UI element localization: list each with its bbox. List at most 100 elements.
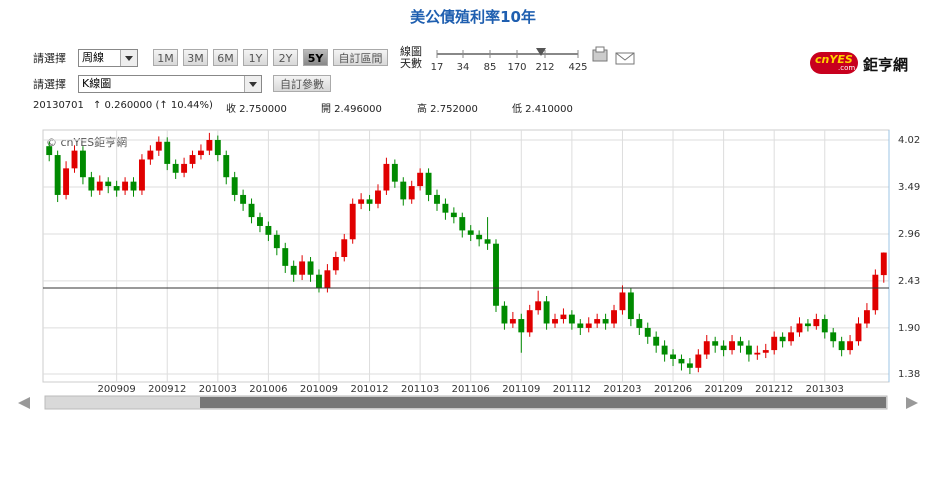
candle-body [358, 199, 365, 204]
candle-body [172, 163, 179, 173]
candle-body [686, 363, 693, 368]
candle-body [518, 319, 525, 333]
candle-body [476, 234, 483, 240]
candle-body [568, 314, 575, 324]
candle-body [847, 341, 854, 351]
slider-ticks: 17 34 85 170 212 425 [431, 50, 588, 73]
slider-label: 線圖 天數 [400, 46, 422, 70]
candle-body [198, 150, 204, 156]
scrollbar[interactable] [18, 395, 918, 410]
mail-icon[interactable] [615, 52, 635, 65]
candle-body [737, 341, 744, 346]
candle-body [627, 292, 634, 320]
candle-body [366, 199, 373, 204]
candle-body [661, 345, 668, 355]
candle-body [526, 310, 533, 333]
slider-tick-label: 34 [457, 62, 470, 73]
slider-label-line: 線圖 [400, 45, 422, 58]
scroll-handle[interactable] [200, 397, 886, 408]
days-slider[interactable]: 17 34 85 170 212 425 [425, 44, 590, 76]
chart-select[interactable]: K線圖 [78, 75, 262, 93]
period-select-text: 周線 [82, 51, 104, 64]
candle-body [223, 155, 230, 178]
candle-body [181, 163, 188, 173]
candle-body [501, 305, 508, 324]
candle-body [670, 354, 676, 359]
candle-body [535, 301, 542, 311]
range-button[interactable]: 1Y [243, 49, 268, 66]
candle-body [552, 319, 558, 324]
candle-body [63, 168, 70, 195]
watermark: © cnYES鉅亨網 [46, 135, 127, 149]
candle-body [838, 341, 845, 351]
x-tick-label: 201106 [452, 384, 490, 395]
candle-body [434, 194, 440, 204]
candle-body [341, 239, 348, 257]
candle-body [248, 203, 255, 218]
range-button[interactable]: 2Y [273, 49, 298, 66]
candle-body [442, 203, 449, 213]
range-button[interactable]: 1M [153, 49, 178, 66]
candle-body [214, 139, 221, 156]
candle-body [130, 181, 137, 191]
candle-body [400, 181, 407, 200]
candle-body [543, 301, 550, 324]
x-tick-label: 201109 [502, 384, 540, 395]
range-button[interactable]: 3M [183, 49, 208, 66]
info-change: ↑ 0.260000 (↑ 10.44%) [93, 100, 213, 111]
candle-body [467, 230, 474, 235]
info-low: 低 2.410000 [512, 104, 573, 115]
candle-body [290, 265, 297, 275]
y-tick-label: 1.38 [898, 369, 920, 380]
candle-body [46, 146, 53, 156]
candle-body [425, 172, 432, 195]
x-tick-label: 201206 [654, 384, 692, 395]
candle-body [147, 150, 154, 160]
y-tick-label: 2.96 [898, 229, 920, 240]
x-tick-label: 200909 [98, 384, 136, 395]
custom-range-button[interactable]: 自訂區間 [333, 49, 388, 66]
candle-body [189, 155, 196, 164]
scroll-right[interactable] [906, 397, 918, 409]
custom-params-button[interactable]: 自訂參數 [273, 75, 331, 92]
candle-body [206, 139, 213, 151]
candle-body [636, 319, 643, 328]
candle-body [349, 203, 356, 240]
candle-body [383, 163, 390, 191]
info-close: 收 2.750000 [226, 104, 287, 115]
candle-body [602, 319, 609, 324]
candle-body [96, 181, 103, 191]
candle-body [54, 155, 61, 195]
icons [592, 46, 635, 65]
candle-body [813, 319, 820, 327]
slider-tick-label: 85 [484, 62, 497, 73]
period-select[interactable]: 周線 [78, 49, 138, 67]
candle-body [678, 358, 685, 364]
scroll-left[interactable] [18, 397, 30, 409]
logo-badge [810, 52, 858, 74]
x-tick-label: 201209 [705, 384, 743, 395]
candle-body [79, 150, 86, 178]
x-tick-label: 201009 [300, 384, 338, 395]
slider-tick-label: 17 [431, 62, 444, 73]
candle-body [754, 352, 761, 355]
candle-body [644, 327, 651, 337]
range-button[interactable]: 5Y [303, 49, 328, 66]
x-tick-label: 201006 [249, 384, 287, 395]
logo-cn: 鉅亨網 [863, 56, 909, 74]
candle-body [509, 319, 516, 324]
x-tick-label: 201103 [401, 384, 439, 395]
logo: cnYES .com 鉅亨網 [810, 50, 912, 76]
candle-body [408, 186, 415, 200]
range-button[interactable]: 6M [213, 49, 238, 66]
x-tick-label: 201212 [755, 384, 793, 395]
candle-body [720, 345, 727, 351]
slider-thumb[interactable] [536, 48, 546, 56]
candle-body [745, 345, 752, 355]
select-label: 請選擇 [33, 78, 66, 91]
candle-body [653, 336, 660, 346]
print-icon-paper [595, 46, 605, 53]
candle-body [594, 319, 601, 324]
slider-tick-label: 425 [568, 62, 587, 73]
